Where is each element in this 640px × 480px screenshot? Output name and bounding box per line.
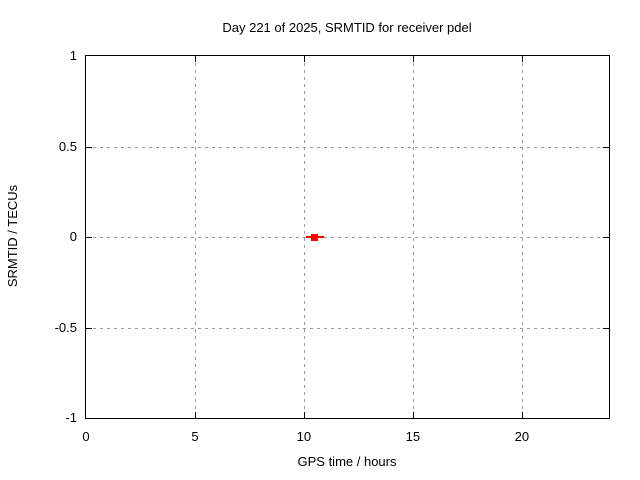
x-tick-bottom — [303, 412, 305, 418]
y-gridline — [86, 237, 609, 238]
x-tick-top — [194, 56, 196, 62]
y-gridline — [86, 146, 609, 148]
chart-title: Day 221 of 2025, SRMTID for receiver pde… — [222, 20, 472, 35]
y-tick-label: -0.5 — [54, 319, 77, 335]
y-tick-left — [86, 237, 92, 238]
x-axis-label: GPS time / hours — [297, 454, 397, 469]
y-tick-right — [603, 237, 609, 238]
data-point-marker — [311, 233, 319, 241]
y-tick-left — [86, 327, 92, 329]
y-tick-right — [603, 146, 609, 148]
x-tick-bottom — [521, 412, 523, 418]
y-tick-label: -1 — [65, 410, 77, 425]
y-gridline — [86, 327, 609, 329]
y-axis-label: SRMTID / TECUs — [5, 184, 20, 288]
y-tick-left — [86, 146, 92, 148]
x-tick-top — [412, 56, 414, 62]
y-tick-label: 1 — [69, 48, 77, 63]
x-tick-top — [521, 56, 523, 62]
x-tick-label: 5 — [191, 429, 199, 444]
x-tick-label: 0 — [82, 429, 90, 444]
y-tick-label: 0 — [69, 229, 77, 244]
x-tick-label: 15 — [405, 429, 421, 444]
plot-area — [85, 55, 610, 419]
x-tick-top — [303, 56, 305, 62]
x-tick-bottom — [194, 412, 196, 418]
y-tick-label: 0.5 — [58, 138, 77, 154]
y-tick-right — [603, 327, 609, 329]
x-tick-label: 20 — [514, 429, 530, 444]
x-tick-bottom — [412, 412, 414, 418]
x-tick-label: 10 — [296, 429, 312, 444]
